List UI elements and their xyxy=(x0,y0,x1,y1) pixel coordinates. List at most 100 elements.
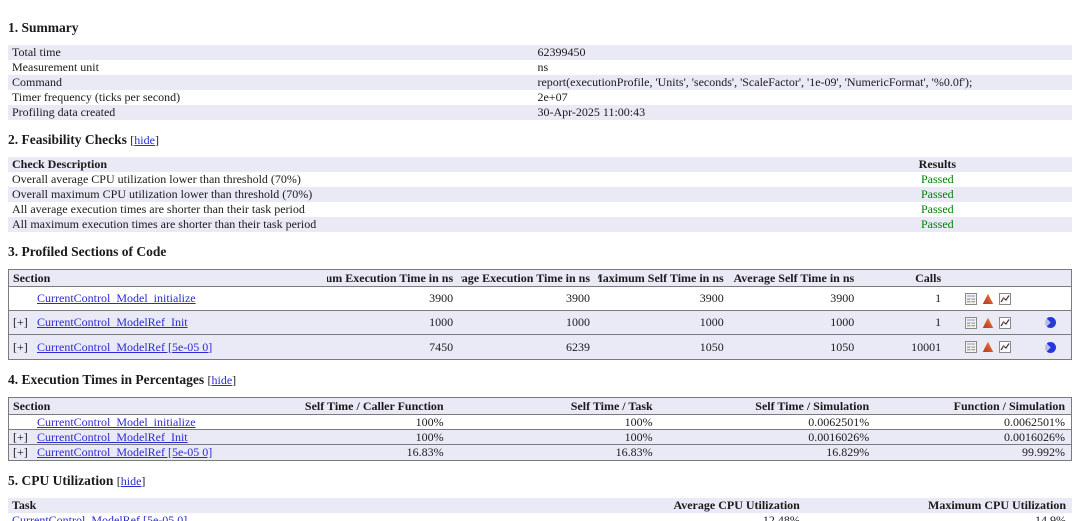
function-simulation: 0.0016026% xyxy=(877,430,1071,444)
profiled-sections-heading-text: 3. Profiled Sections of Code xyxy=(8,244,167,259)
summary-row-value: 2e+07 xyxy=(533,90,1072,105)
section-link[interactable]: CurrentControl_ModelRef [5e-05 0] xyxy=(37,339,213,354)
max-self-time: 1000 xyxy=(598,311,730,334)
check-result: Passed xyxy=(802,202,1072,217)
hide-toggle: [hide] xyxy=(208,373,237,387)
expand-prefix[interactable]: [+] xyxy=(13,445,28,459)
table-header-row: Section Maximum Execution Time in ns Ave… xyxy=(9,270,1071,287)
table-icon[interactable] xyxy=(965,292,978,305)
column-header: Task xyxy=(8,498,546,513)
table-row: [+] CurrentControl_ModelRef_Init 100% 10… xyxy=(9,430,1071,445)
function-simulation: 0.0062501% xyxy=(877,415,1071,429)
bracket: ] xyxy=(154,133,159,147)
calls-count: 1 xyxy=(862,287,948,310)
row-actions xyxy=(949,335,1028,359)
chart-icon[interactable] xyxy=(999,292,1012,305)
avg-exec-time: 6239 xyxy=(461,335,597,359)
section-link[interactable]: CurrentControl_Model_initialize xyxy=(37,291,196,305)
expand-prefix[interactable]: [+] xyxy=(13,430,28,444)
section-cell: [+] CurrentControl_ModelRef_Init xyxy=(9,430,235,444)
table-row: Total time 62399450 xyxy=(8,45,1072,60)
calls-count: 1 xyxy=(862,311,948,334)
max-exec-time: 7450 xyxy=(327,335,460,359)
check-result: Passed xyxy=(802,172,1072,187)
summary-row-value: 30-Apr-2025 11:00:43 xyxy=(533,105,1072,120)
check-result: Passed xyxy=(802,217,1072,232)
table-header-row: Task Average CPU Utilization Maximum CPU… xyxy=(8,498,1072,513)
cpu-utilization-heading: 5. CPU Utilization [hide] xyxy=(8,473,1072,489)
section-link[interactable]: CurrentControl_Model_initialize xyxy=(37,415,196,429)
hide-toggle: [hide] xyxy=(130,133,159,147)
expand-prefix[interactable]: [+] xyxy=(13,315,28,329)
summary-row-value: report(executionProfile, 'Units', 'secon… xyxy=(533,75,1072,90)
avg-self-time: 3900 xyxy=(731,287,861,310)
profiled-sections-heading: 3. Profiled Sections of Code xyxy=(8,244,1072,260)
pie-chart-icon[interactable] xyxy=(1044,341,1056,353)
self-time-caller: 16.83% xyxy=(236,445,450,460)
self-time-task: 100% xyxy=(451,415,659,429)
table-icon[interactable] xyxy=(965,316,978,329)
table-row: CurrentControl_ModelRef [5e-05 0] 12.48%… xyxy=(8,513,1072,521)
hide-link[interactable]: hide xyxy=(120,474,142,488)
summary-row-label: Profiling data created xyxy=(8,105,532,120)
matlab-icon[interactable] xyxy=(982,341,994,353)
feasibility-table: Check Description Results Overall averag… xyxy=(8,157,1072,232)
check-result: Passed xyxy=(802,187,1072,202)
avg-self-time: 1050 xyxy=(731,335,861,359)
section-link[interactable]: CurrentControl_ModelRef_Init xyxy=(37,430,188,444)
chart-icon[interactable] xyxy=(999,341,1012,353)
check-description: Overall average CPU utilization lower th… xyxy=(8,172,801,187)
percentages-heading: 4. Execution Times in Percentages [hide] xyxy=(8,372,1072,388)
column-header: Section xyxy=(9,398,235,414)
section-cell: [+] CurrentControl_ModelRef [5e-05 0] xyxy=(9,335,326,359)
section-cell: [+] CurrentControl_ModelRef [5e-05 0] xyxy=(9,445,235,460)
summary-heading: 1. Summary xyxy=(8,20,1072,36)
self-time-task: 100% xyxy=(451,430,659,444)
function-simulation: 99.992% xyxy=(877,445,1071,460)
column-header: Calls xyxy=(862,270,948,286)
column-header: Check Description xyxy=(8,157,801,172)
self-time-simulation: 16.829% xyxy=(660,445,876,460)
task-link[interactable]: CurrentControl_ModelRef [5e-05 0] xyxy=(12,513,188,521)
task-cell: CurrentControl_ModelRef [5e-05 0] xyxy=(8,513,546,521)
column-header: Self Time / Task xyxy=(451,398,659,414)
section-link[interactable]: CurrentControl_ModelRef [5e-05 0] xyxy=(37,445,213,459)
summary-row-label: Timer frequency (ticks per second) xyxy=(8,90,532,105)
avg-exec-time: 1000 xyxy=(461,311,597,334)
table-row: Command report(executionProfile, 'Units'… xyxy=(8,75,1072,90)
table-row: All maximum execution times are shorter … xyxy=(8,217,1072,232)
hide-link[interactable]: hide xyxy=(134,133,155,147)
pie-chart-icon[interactable] xyxy=(1044,317,1056,328)
section-link[interactable]: CurrentControl_ModelRef_Init xyxy=(37,315,188,329)
max-self-time: 1050 xyxy=(598,335,730,359)
hide-link[interactable]: hide xyxy=(211,373,233,387)
max-exec-time: 3900 xyxy=(327,287,460,310)
column-header: Section xyxy=(9,270,326,286)
column-header: Results xyxy=(802,157,1072,172)
expand-prefix[interactable]: [+] xyxy=(13,339,28,354)
summary-row-label: Measurement unit xyxy=(8,60,532,75)
cpu-utilization-table: Task Average CPU Utilization Maximum CPU… xyxy=(8,498,1072,521)
summary-row-label: Command xyxy=(8,75,532,90)
column-header: Average Self Time in ns xyxy=(731,270,861,286)
table-row: [+] CurrentControl_ModelRef [5e-05 0] 16… xyxy=(9,445,1071,460)
section-cell: CurrentControl_Model_initialize xyxy=(9,287,326,310)
avg-cpu-utilization: 12.48% xyxy=(547,513,806,521)
row-actions xyxy=(949,287,1028,310)
profiled-sections-table: Section Maximum Execution Time in ns Ave… xyxy=(8,269,1072,360)
table-icon[interactable] xyxy=(965,341,978,353)
matlab-icon[interactable] xyxy=(982,293,994,305)
section-cell: CurrentControl_Model_initialize xyxy=(9,415,235,429)
self-time-caller: 100% xyxy=(236,415,450,429)
max-self-time: 3900 xyxy=(598,287,730,310)
check-description: Overall maximum CPU utilization lower th… xyxy=(8,187,801,202)
summary-heading-text: 1. Summary xyxy=(8,20,79,35)
max-exec-time: 1000 xyxy=(327,311,460,334)
column-header: Maximum Execution Time in ns xyxy=(327,270,460,286)
self-time-simulation: 0.0016026% xyxy=(660,430,876,444)
pie-cell xyxy=(1029,287,1071,310)
avg-self-time: 1000 xyxy=(731,311,861,334)
chart-icon[interactable] xyxy=(999,316,1012,329)
matlab-icon[interactable] xyxy=(982,317,994,329)
column-header: Maximum CPU Utilization xyxy=(807,498,1072,513)
